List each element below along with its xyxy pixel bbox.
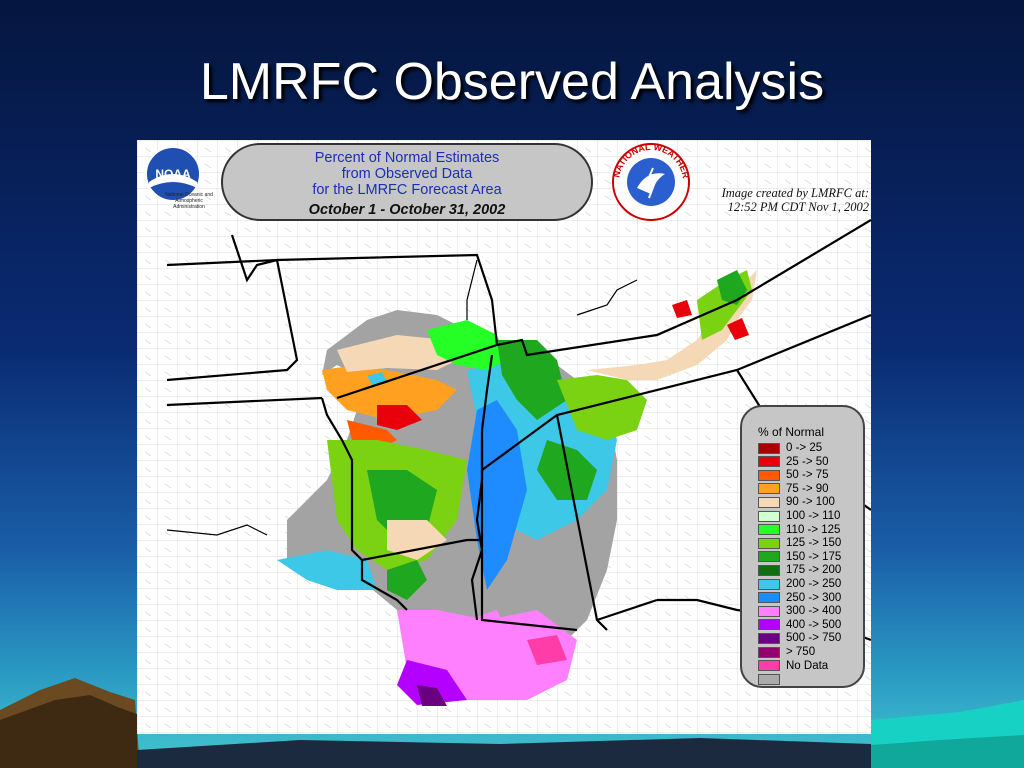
- legend-swatch: [758, 564, 780, 576]
- data-regions: [277, 270, 757, 706]
- legend-item: 90 -> 100: [758, 495, 835, 509]
- legend-swatch: [758, 456, 780, 468]
- precipitation-map: NOAA National Oceanic and Atmospheric Ad…: [137, 140, 871, 734]
- legend-swatch: [758, 442, 780, 454]
- legend-swatch: [758, 551, 780, 563]
- legend-swatch: [758, 632, 780, 644]
- legend-swatch: [758, 592, 780, 604]
- created-time: 12:52 PM CDT Nov 1, 2002: [727, 200, 869, 214]
- legend-swatch: [758, 524, 780, 536]
- legend-swatch: [758, 673, 780, 685]
- nws-logo: NATIONAL WEATHER SERVICE: [607, 140, 691, 221]
- map-title-line-1: Percent of Normal Estimates: [314, 150, 500, 166]
- legend-item: 175 -> 200: [758, 563, 841, 577]
- map-title-box: Percent of Normal Estimates from Observe…: [221, 143, 593, 221]
- legend-swatch: [758, 469, 780, 481]
- legend-item: 50 -> 75: [758, 468, 829, 482]
- legend-label: 250 -> 300: [786, 591, 842, 604]
- legend-item: 500 -> 750: [758, 631, 841, 645]
- terrain-decoration: [0, 678, 1024, 768]
- legend-swatch: [758, 605, 780, 617]
- legend-item: 250 -> 300: [758, 591, 841, 605]
- legend-label: 75 -> 90: [786, 482, 829, 495]
- legend-heading: % of Normal: [758, 425, 825, 439]
- created-by-label: Image created by LMRFC at:: [721, 186, 869, 200]
- slide-title: LMRFC Observed Analysis: [199, 53, 825, 111]
- legend-label: 100 -> 110: [786, 510, 841, 522]
- image-created-note: Image created by LMRFC at: 12:52 PM CDT …: [681, 186, 869, 214]
- legend-item: > 750: [758, 645, 815, 659]
- legend-label: 90 -> 100: [786, 496, 835, 509]
- legend-label: 25 -> 50: [786, 455, 829, 468]
- legend-item: 75 -> 90: [758, 482, 829, 496]
- legend-item: 150 -> 175: [758, 550, 841, 564]
- legend-item: 400 -> 500: [758, 618, 841, 632]
- legend-swatch: [758, 537, 780, 549]
- map-title-line-3: for the LMRFC Forecast Area: [312, 182, 502, 198]
- noaa-logo: NOAA: [145, 146, 201, 202]
- legend-swatch: [758, 646, 780, 658]
- legend-label: 50 -> 75: [786, 469, 829, 482]
- legend-swatch: [758, 510, 780, 522]
- legend-swatch: [758, 483, 780, 495]
- legend-item: No Data: [758, 659, 828, 673]
- legend-item: 200 -> 250: [758, 577, 841, 591]
- legend-swatch: [758, 496, 780, 508]
- state-boundaries: [166, 219, 871, 642]
- map-title-line-2: from Observed Data: [341, 166, 473, 182]
- legend: % of Normal 0 -> 25 25 -> 50 50 -> 75 75 ->…: [740, 405, 865, 688]
- legend-label: > 750: [786, 646, 816, 658]
- legend-label: 200 -> 250: [786, 578, 842, 590]
- legend-label: 400 -> 500: [786, 618, 842, 631]
- legend-label: 300 -> 400: [786, 605, 842, 618]
- noaa-logo-subtitle: National Oceanic and Atmospheric Adminis…: [165, 192, 213, 210]
- legend-label: 500 -> 750: [786, 632, 842, 645]
- legend-label: 125 -> 150: [786, 537, 842, 550]
- legend-item: [758, 672, 786, 686]
- noaa-logo-text: NOAA: [155, 167, 191, 181]
- legend-item: 300 -> 400: [758, 604, 841, 618]
- legend-label: 150 -> 175: [786, 550, 842, 563]
- legend-item: 110 -> 125: [758, 523, 840, 537]
- rivers: [166, 259, 638, 536]
- legend-swatch: [758, 619, 780, 631]
- legend-label: 0 -> 25: [786, 442, 823, 454]
- legend-swatch: [758, 660, 780, 672]
- map-date-range: October 1 - October 31, 2002: [308, 202, 506, 218]
- legend-label: 175 -> 200: [786, 564, 842, 577]
- legend-label: 110 -> 125: [786, 523, 841, 536]
- legend-swatch: [758, 578, 780, 590]
- legend-label: No Data: [786, 659, 829, 672]
- legend-item: 0 -> 25: [758, 441, 822, 455]
- legend-item: 25 -> 50: [758, 455, 829, 469]
- legend-item: 125 -> 150: [758, 536, 841, 550]
- legend-item: 100 -> 110: [758, 509, 840, 523]
